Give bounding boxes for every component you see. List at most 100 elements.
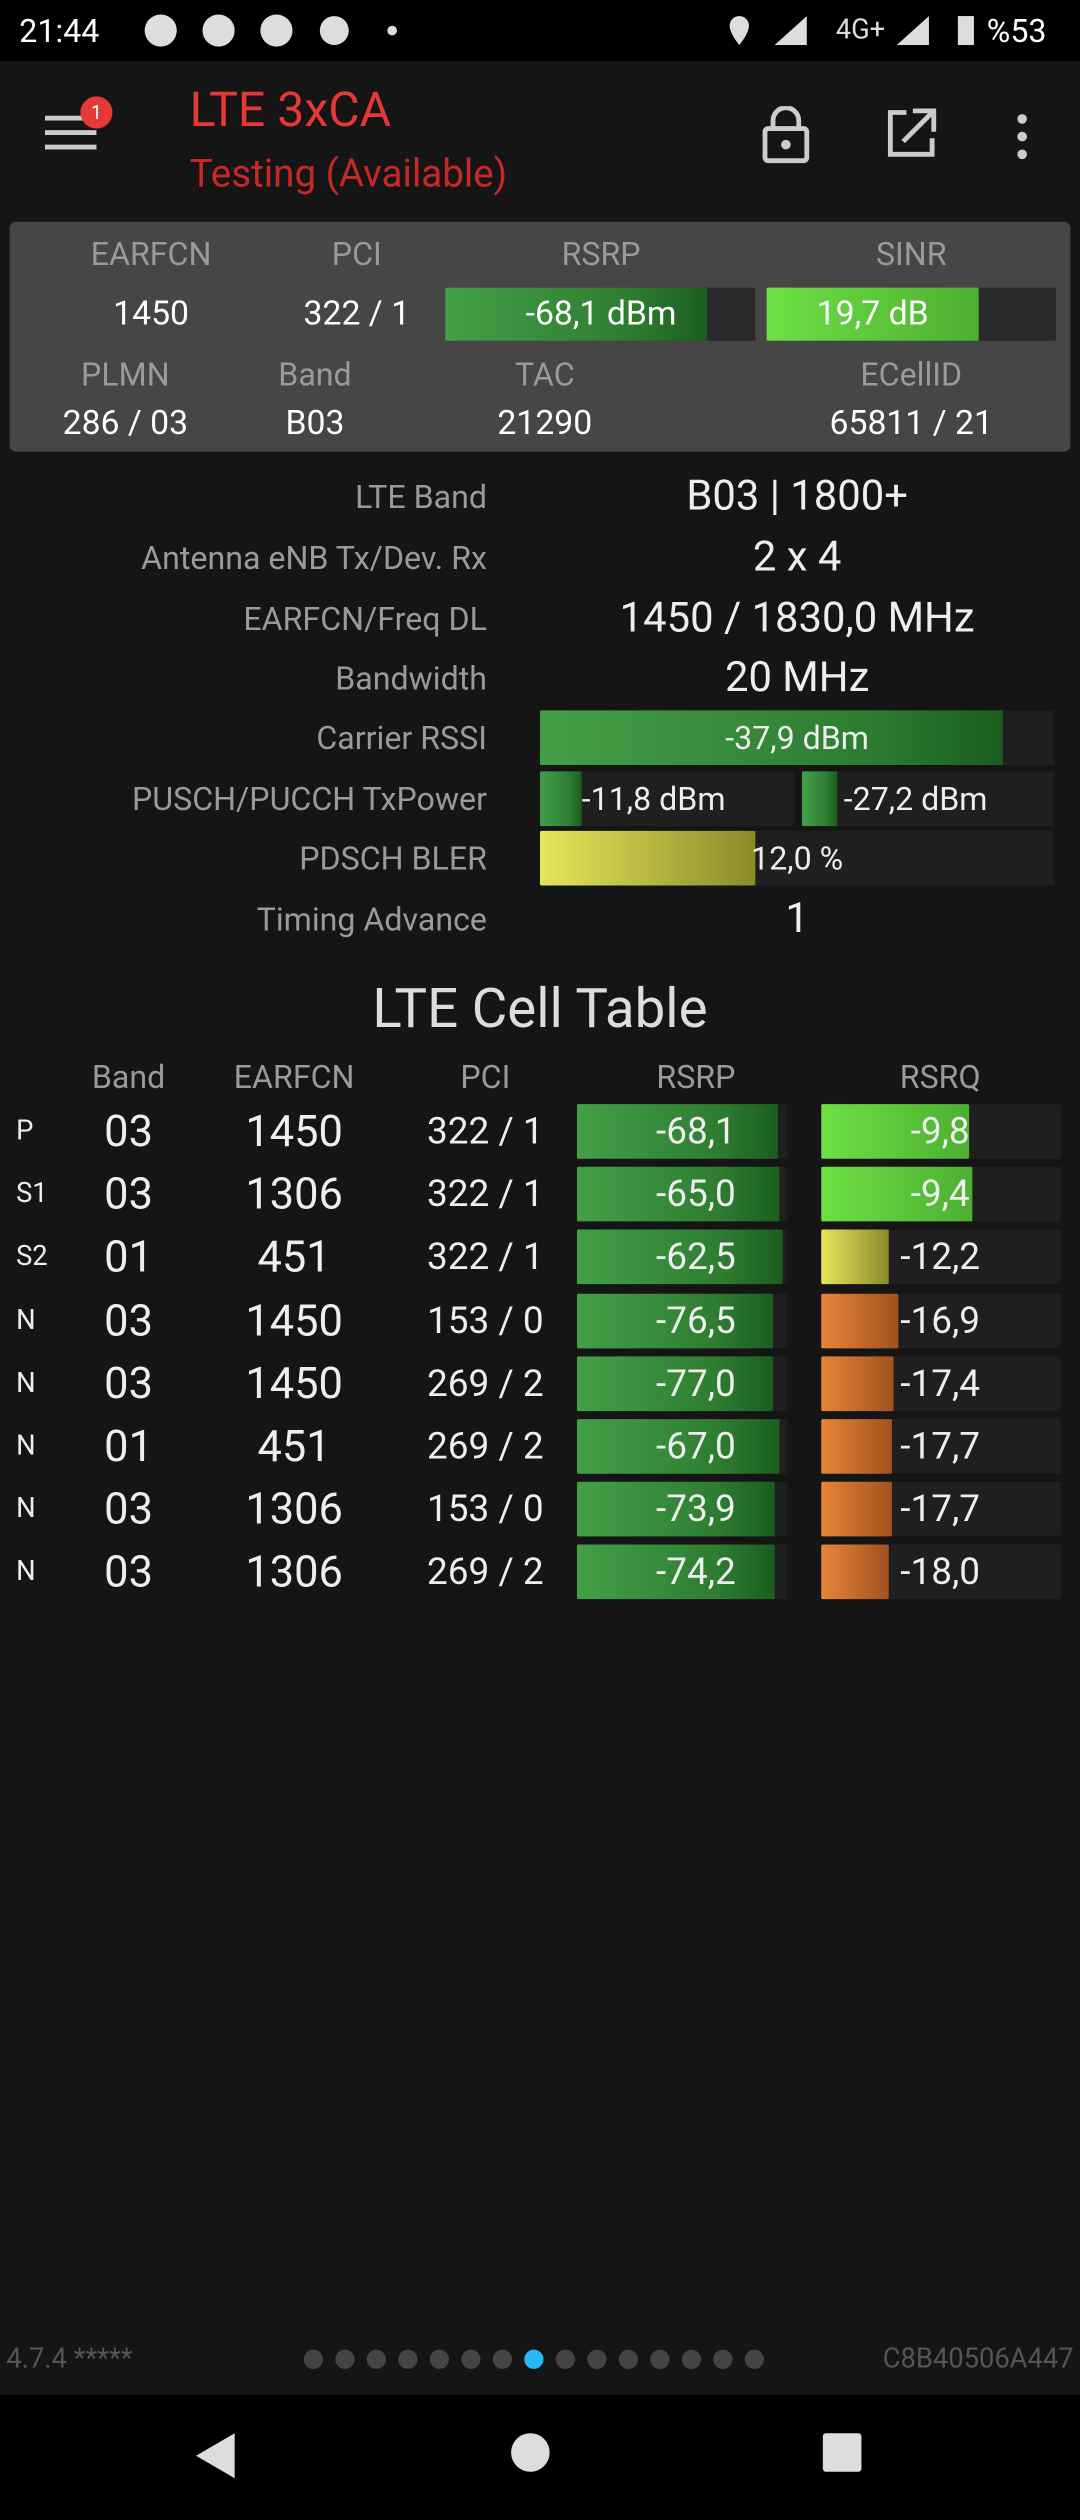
page-dot[interactable] [366,2349,387,2369]
cell-type: N [16,1493,36,1526]
cell-type: P [16,1115,34,1148]
status-bar: 21:44 4G+ %53 [0,0,1080,62]
page-dot[interactable] [492,2349,513,2369]
cell-earfcn: 1450 [245,1357,343,1410]
cell-pci: 322 / 1 [427,1235,544,1280]
cell-rsrq: -16,9 [900,1298,981,1343]
table-header: RSRP [656,1057,736,1097]
detail-label: PUSCH/PUCCH TxPower [131,779,487,819]
summary-label: Band [278,355,352,394]
page-dot[interactable] [429,2349,450,2369]
summary-value: B03 [285,405,345,444]
table-header: EARFCN [233,1057,355,1097]
summary-value: 1450 [113,295,190,335]
rsrp-bar-fill [576,1419,780,1474]
page-dot[interactable] [618,2349,639,2369]
page-dot[interactable] [555,2349,576,2369]
cell-rsrq: -17,7 [900,1487,981,1532]
rsrq-bar-fill [821,1104,970,1159]
lock-button[interactable] [759,106,814,164]
cell-earfcn: 1450 [245,1105,343,1158]
cell-earfcn: 1306 [245,1546,343,1599]
rsrq-bar-fill [821,1419,892,1474]
page-dot[interactable] [587,2349,607,2369]
cell-rsrp: -76,5 [655,1298,736,1343]
cell-rsrq: -12,2 [900,1235,981,1280]
detail-value: B03 | 1800+ [686,472,908,521]
page-dot[interactable] [650,2349,670,2369]
summary-label: TAC [514,355,575,394]
cell-type: N [16,1430,36,1463]
page-dot[interactable] [461,2349,481,2369]
rsrq-bar-fill [821,1230,889,1285]
page-dot[interactable] [713,2349,733,2369]
cell-type: N [16,1304,36,1337]
summary-value: -68,1 dBm [525,295,677,335]
cell-pci: 153 / 0 [427,1298,544,1343]
cell-rsrp: -62,5 [655,1235,736,1280]
cell-pci: 269 / 2 [427,1550,544,1595]
cell-band: 03 [104,1357,153,1410]
detail-label: Bandwidth [335,658,487,698]
cell-earfcn: 451 [257,1420,331,1473]
summary-label: SINR [875,234,947,274]
cell-rsrq: -9,4 [910,1172,970,1217]
cell-rsrp: -67,0 [655,1424,736,1469]
battery-level: %53 [986,11,1047,50]
detail-label: PDSCH BLER [299,838,487,878]
cell-band: 03 [104,1168,153,1221]
recents-button[interactable] [820,2430,865,2475]
detail-value: 1 [785,895,809,944]
home-button[interactable] [508,2430,553,2475]
detail-value: 2 x 4 [752,533,842,582]
cell-earfcn: 1450 [245,1294,343,1347]
signal-icons [729,16,807,46]
cell-pci: 153 / 0 [427,1487,544,1532]
summary-value: 286 / 03 [62,405,189,444]
page-dot[interactable] [335,2349,355,2369]
page-dot[interactable] [681,2349,702,2369]
rsrp-bar-fill [576,1104,778,1159]
network-type: 4G+ [835,14,886,47]
cell-pci: 322 / 1 [427,1109,544,1154]
detail-value: -11,8 dBm [581,779,726,819]
rsrp-bar-fill [445,287,708,341]
detail-value: 12,0 % [751,838,844,878]
cell-rsrq: -18,0 [900,1550,981,1595]
summary-label: PCI [331,234,382,274]
page-dot[interactable] [398,2349,418,2369]
share-button[interactable] [884,106,939,161]
pucch-bar-fill [801,771,838,827]
cell-pci: 269 / 2 [427,1424,544,1469]
nav-bar [0,2394,1080,2520]
menu-button[interactable] [45,109,103,157]
rsrq-bar-fill [821,1167,973,1222]
summary-value: 21290 [497,405,593,444]
page-indicator [303,2349,765,2369]
rsrp-bar-fill [576,1167,780,1222]
rsrq-bar-fill [821,1482,892,1537]
version: 4.7.4 ***** [6,2343,133,2376]
rsrp-bar-fill [576,1230,783,1285]
cell-type: N [16,1367,36,1400]
cell-earfcn: 1306 [245,1483,343,1536]
back-button[interactable] [193,2430,241,2481]
cell-rsrq: -17,4 [900,1361,981,1406]
page-dot[interactable] [744,2349,765,2369]
cell-band: 03 [104,1294,153,1347]
summary-label: ECellID [860,355,963,394]
pusch-bar-track [540,771,794,827]
cell-type: S2 [16,1241,48,1274]
summary-label: EARFCN [90,234,212,274]
detail-label: Timing Advance [256,900,487,939]
page-dot[interactable] [303,2349,324,2369]
cell-type: S1 [16,1178,48,1211]
title: LTE 3xCA [189,82,392,140]
cell-rsrq: -9,8 [910,1109,970,1154]
summary-label: RSRP [561,234,641,274]
rssi-bar-fill [540,710,1003,766]
page-dot[interactable] [524,2349,544,2369]
more-button[interactable] [1009,113,1035,161]
detail-label: Carrier RSSI [316,718,487,757]
